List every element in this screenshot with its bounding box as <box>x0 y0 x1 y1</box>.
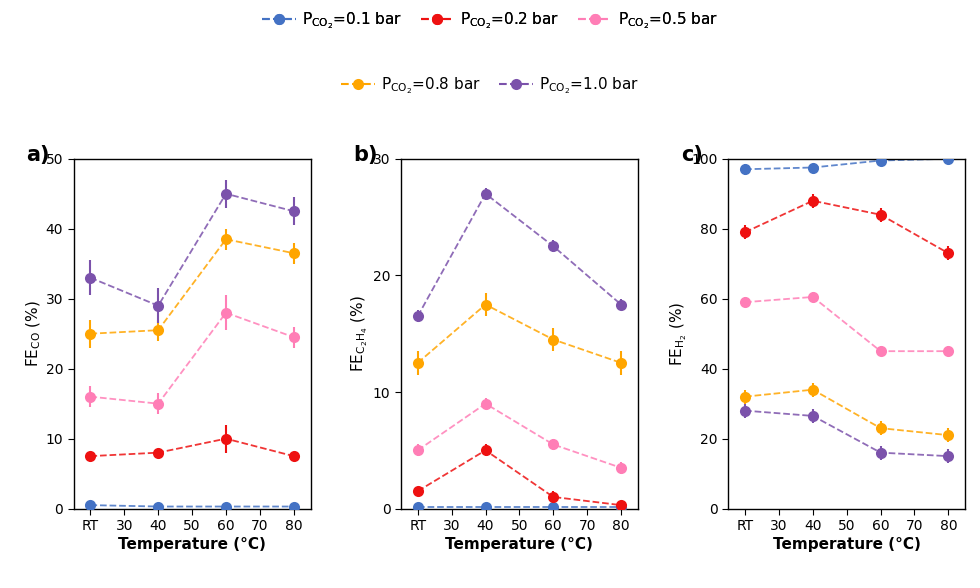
Y-axis label: FE$_\mathregular{C_2H_4}$ (%): FE$_\mathregular{C_2H_4}$ (%) <box>350 295 370 372</box>
Text: c): c) <box>681 145 703 165</box>
Text: b): b) <box>354 145 378 165</box>
X-axis label: Temperature (°C): Temperature (°C) <box>446 537 593 552</box>
Legend: P$_{\mathregular{CO_2}}$=0.8 bar, P$_{\mathregular{CO_2}}$=1.0 bar: P$_{\mathregular{CO_2}}$=0.8 bar, P$_{\m… <box>335 69 645 102</box>
Text: a): a) <box>26 145 50 165</box>
Legend: P$_{\mathregular{CO_2}}$=0.1 bar, P$_{\mathregular{CO_2}}$=0.2 bar, P$_{\mathreg: P$_{\mathregular{CO_2}}$=0.1 bar, P$_{\m… <box>257 5 723 38</box>
Y-axis label: FE$_\mathregular{CO}$ (%): FE$_\mathregular{CO}$ (%) <box>24 300 43 367</box>
Y-axis label: FE$_\mathregular{H_2}$ (%): FE$_\mathregular{H_2}$ (%) <box>668 302 689 366</box>
X-axis label: Temperature (°C): Temperature (°C) <box>119 537 266 552</box>
X-axis label: Temperature (°C): Temperature (°C) <box>773 537 920 552</box>
